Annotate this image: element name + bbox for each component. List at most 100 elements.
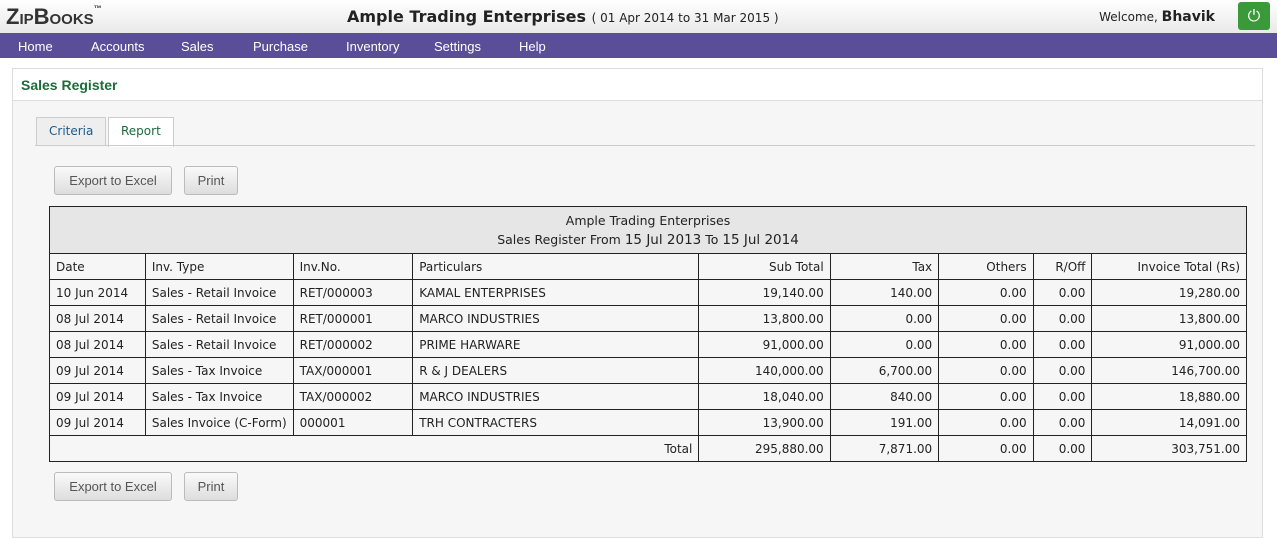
cell: TAX/000001 [292,357,414,384]
cell: Sales - Retail Invoice [144,331,294,358]
cell: TAX/000002 [292,383,414,410]
report-company: Ample Trading Enterprises [565,212,731,228]
range-to: 15 Jul 2014 [722,231,799,248]
cell: 0.00 [1032,279,1093,306]
nav-item[interactable]: Accounts [91,39,145,54]
table-row: 08 Jul 2014 Sales - Retail Invoice RET/000… [49,331,1247,358]
cell: 0.00 [1032,357,1093,384]
cell: RET/000002 [292,331,414,358]
welcome-text: Welcome, [1099,10,1158,24]
cell: Sales - Tax Invoice [144,357,294,384]
nav-item[interactable]: Settings [434,39,481,54]
logout-button[interactable]: ⏻ [1238,2,1270,30]
total-label: Total [48,435,700,462]
column-header: R/Off [1032,253,1093,280]
cell: 0.00 [829,331,940,358]
tab[interactable]: Report [108,117,174,147]
table-row: 08 Jul 2014 Sales - Retail Invoice RET/000… [49,305,1247,332]
column-header: Tax [829,253,940,280]
page-title: Sales Register [21,77,118,93]
panel-header [13,69,1262,101]
cell: 91,000.00 [698,331,831,358]
cell: 0.00 [1032,409,1093,436]
nav-item[interactable]: Help [519,39,546,54]
cell: 08 Jul 2014 [49,305,146,332]
cell: Sales - Retail Invoice [144,279,294,306]
cell: 13,800.00 [698,305,831,332]
cell: R & J DEALERS [412,357,700,384]
cell: 09 Jul 2014 [49,357,146,384]
cell: 840.00 [829,383,940,410]
column-header: Sub Total [698,253,831,280]
column-header: Date [49,253,146,280]
report-table: Ample Trading Enterprises Sales Register… [48,206,1247,462]
cell: 09 Jul 2014 [49,409,146,436]
column-header: Invoice Total (Rs) [1091,253,1247,280]
cell: 08 Jul 2014 [49,331,146,358]
column-header: Particulars [412,253,700,280]
column-header: Others [938,253,1034,280]
range-prefix: Sales Register From [497,231,621,247]
range-from: 15 Jul 2013 [624,231,702,248]
nav-item[interactable]: Purchase [253,39,308,54]
cell: 0.00 [1032,383,1093,410]
print-button[interactable]: Print [184,472,238,501]
tab[interactable]: Criteria [36,117,107,146]
cell: 0.00 [1032,331,1093,358]
cell: 13,900.00 [698,409,831,436]
period: ( 01 Apr 2014 to 31 Mar 2015 ) [591,11,779,25]
cell: 91,000.00 [1091,331,1247,358]
logo-text: ZipBooks [6,4,94,29]
total-cell: 7,871.00 [829,435,940,462]
column-header: Inv.No. [292,253,414,280]
logo[interactable]: ZipBooks™ [6,4,102,30]
nav-item[interactable]: Inventory [346,39,400,54]
table-row: 10 Jun 2014 Sales - Retail Invoice RET/000… [49,279,1247,306]
export-button[interactable]: Export to Excel [54,472,172,501]
nav-item[interactable]: Home [18,39,53,54]
total-cell: 0.00 [1032,435,1093,462]
caption-row: Ample Trading Enterprises Sales Register… [49,206,1247,254]
cell: 191.00 [829,409,940,436]
cell: TRH CONTRACTERS [412,409,700,436]
cell: 146,700.00 [1091,357,1247,384]
cell: 0.00 [938,305,1034,332]
cell: 0.00 [938,383,1034,410]
top-bar: ZipBooks™ Ample Trading Enterprises ( 01… [0,0,1277,33]
table-row: 09 Jul 2014 Sales - Tax Invoice TAX/000001… [49,357,1247,384]
print-button[interactable]: Print [184,166,238,195]
cell: 0.00 [829,305,940,332]
cell: 0.00 [938,357,1034,384]
cell: RET/000003 [292,279,414,306]
cell: 000001 [292,409,414,436]
cell: 140,000.00 [698,357,831,384]
total-cell: 303,751.00 [1091,435,1247,462]
cell: MARCO INDUSTRIES [412,383,700,410]
total-cell: 295,880.00 [698,435,831,462]
cell: PRIME HARWARE [412,331,700,358]
cell: KAMAL ENTERPRISES [412,279,700,306]
cell: 6,700.00 [829,357,940,384]
cell: RET/000001 [292,305,414,332]
welcome: Welcome, Bhavik [1099,9,1215,25]
total-cell: 0.00 [938,435,1034,462]
cell: 10 Jun 2014 [49,279,146,306]
cell: Sales - Retail Invoice [144,305,294,332]
nav-item[interactable]: Sales [181,39,214,54]
cell: 0.00 [1032,305,1093,332]
user-name: Bhavik [1161,9,1215,25]
cell: 18,040.00 [698,383,831,410]
total-row: Total 295,880.00 7,871.00 0.00 0.00 303,751.0… [48,435,1247,462]
cell: Sales - Tax Invoice [144,383,294,410]
cell: 18,880.00 [1091,383,1247,410]
cell: 09 Jul 2014 [49,383,146,410]
cell: 19,280.00 [1091,279,1247,306]
cell: 19,140.00 [698,279,831,306]
cell: MARCO INDUSTRIES [412,305,700,332]
table-row: 09 Jul 2014 Sales Invoice (C-Form) 000001 T… [49,409,1247,436]
company: Ample Trading Enterprises ( 01 Apr 2014 … [347,7,779,26]
export-button[interactable]: Export to Excel [54,166,172,195]
company-name: Ample Trading Enterprises [347,7,587,26]
cell: 14,091.00 [1091,409,1247,436]
